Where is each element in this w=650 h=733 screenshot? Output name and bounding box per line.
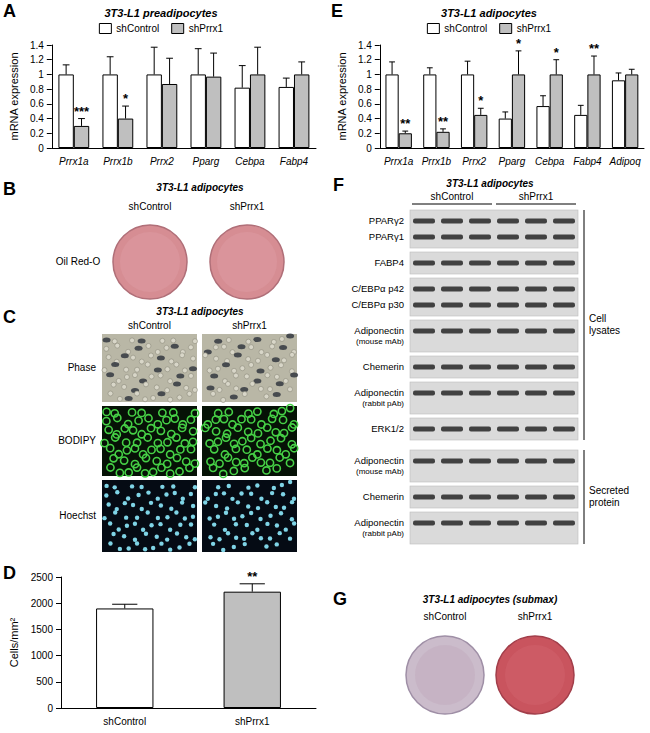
svg-text:1: 1 [366, 69, 372, 80]
svg-text:**: ** [247, 569, 258, 584]
svg-text:3T3-L1 adipocytes: 3T3-L1 adipocytes [156, 182, 244, 193]
svg-text:Secreted: Secreted [589, 485, 629, 496]
svg-text:E: E [331, 1, 343, 21]
svg-text:Adiponectin: Adiponectin [354, 387, 404, 398]
svg-text:Prrx1b: Prrx1b [422, 156, 452, 167]
svg-text:1: 1 [38, 69, 44, 80]
svg-text:shPrrx1: shPrrx1 [517, 23, 552, 34]
svg-text:*: * [123, 91, 129, 106]
svg-text:Adipoq: Adipoq [609, 156, 642, 167]
svg-text:shControl: shControl [116, 23, 159, 34]
svg-text:Fabp4: Fabp4 [573, 156, 602, 167]
svg-text:*: * [516, 36, 522, 51]
svg-text:PPARγ1: PPARγ1 [369, 231, 404, 242]
svg-text:Adiponectin: Adiponectin [354, 325, 404, 336]
svg-text:shControl: shControl [128, 320, 171, 331]
svg-text:C/EBPα p42: C/EBPα p42 [352, 283, 405, 294]
svg-text:Adiponectin: Adiponectin [354, 517, 404, 528]
svg-text:D: D [3, 563, 16, 583]
svg-text:1.2: 1.2 [30, 54, 44, 65]
svg-text:Prrx2: Prrx2 [150, 156, 174, 167]
svg-text:protein: protein [589, 497, 620, 508]
svg-text:shPrrx1: shPrrx1 [230, 201, 265, 212]
svg-text:0.4: 0.4 [358, 113, 372, 124]
svg-text:PPARγ2: PPARγ2 [369, 215, 404, 226]
svg-text:FABP4: FABP4 [374, 257, 404, 268]
svg-text:0: 0 [47, 703, 53, 714]
svg-text:0.8: 0.8 [30, 84, 44, 95]
svg-text:3T3-L1 adipocytes: 3T3-L1 adipocytes [441, 7, 537, 19]
svg-text:*: * [478, 93, 484, 108]
svg-text:**: ** [589, 41, 600, 56]
svg-text:shPrrx1: shPrrx1 [518, 611, 553, 622]
svg-text:0: 0 [38, 143, 44, 154]
svg-text:*: * [554, 45, 560, 60]
svg-text:1.4: 1.4 [358, 40, 372, 51]
svg-text:3T3-L1 preadipocytes: 3T3-L1 preadipocytes [104, 7, 217, 19]
svg-text:shControl: shControl [103, 716, 146, 727]
svg-text:mRNA expression: mRNA expression [8, 52, 20, 140]
svg-text:Oil Red-O: Oil Red-O [56, 256, 101, 267]
svg-text:A: A [3, 1, 16, 21]
svg-text:(rabbit pAb): (rabbit pAb) [362, 399, 404, 408]
svg-text:Cells/mm²: Cells/mm² [8, 617, 20, 667]
svg-text:Chemerin: Chemerin [363, 361, 404, 372]
svg-text:shPrrx1: shPrrx1 [189, 23, 224, 34]
svg-text:3T3-L1 adipocytes: 3T3-L1 adipocytes [446, 178, 534, 189]
svg-text:(mouse mAb): (mouse mAb) [356, 467, 404, 476]
svg-text:1.2: 1.2 [358, 54, 372, 65]
svg-text:Phase: Phase [68, 362, 97, 373]
svg-text:C: C [3, 307, 16, 327]
svg-text:shControl: shControl [431, 191, 474, 202]
svg-text:1500: 1500 [31, 624, 54, 635]
svg-text:C/EBPα p30: C/EBPα p30 [352, 299, 405, 310]
svg-text:0.6: 0.6 [30, 98, 44, 109]
svg-text:shPrrx1: shPrrx1 [519, 191, 554, 202]
svg-text:Pparg: Pparg [499, 156, 526, 167]
svg-text:shControl: shControl [424, 611, 467, 622]
svg-text:Cebpa: Cebpa [535, 156, 565, 167]
svg-text:500: 500 [36, 676, 53, 687]
svg-text:1000: 1000 [31, 650, 54, 661]
svg-text:Prrx2: Prrx2 [462, 156, 486, 167]
svg-text:Adiponectin: Adiponectin [354, 455, 404, 466]
svg-text:***: *** [74, 104, 90, 119]
svg-text:3T3-L1 adipocytes: 3T3-L1 adipocytes [156, 306, 244, 317]
svg-text:BODIPY: BODIPY [58, 435, 96, 446]
svg-text:F: F [333, 175, 344, 195]
svg-text:G: G [333, 589, 347, 609]
svg-text:mRNA expression: mRNA expression [336, 52, 348, 140]
svg-text:shControl: shControl [129, 201, 172, 212]
svg-text:shPrrx1: shPrrx1 [235, 716, 270, 727]
svg-text:lysates: lysates [589, 325, 620, 336]
svg-text:(rabbit pAb): (rabbit pAb) [362, 529, 404, 538]
svg-text:B: B [3, 179, 16, 199]
svg-text:0.2: 0.2 [30, 128, 44, 139]
svg-text:Prrx1a: Prrx1a [59, 156, 89, 167]
svg-text:Cell: Cell [589, 313, 606, 324]
svg-text:(mouse mAb): (mouse mAb) [356, 337, 404, 346]
svg-text:2500: 2500 [31, 572, 54, 583]
svg-text:shPrrx1: shPrrx1 [232, 320, 267, 331]
svg-text:Prrx1a: Prrx1a [384, 156, 414, 167]
svg-text:ERK1/2: ERK1/2 [371, 423, 404, 434]
svg-text:Prrx1b: Prrx1b [103, 156, 133, 167]
svg-text:Hoechst: Hoechst [59, 510, 96, 521]
svg-text:3T3-L1 adipocytes (submax): 3T3-L1 adipocytes (submax) [423, 594, 558, 605]
svg-text:shControl: shControl [444, 23, 487, 34]
svg-text:**: ** [438, 114, 449, 129]
svg-text:0.8: 0.8 [358, 84, 372, 95]
svg-text:**: ** [400, 116, 411, 131]
svg-text:Pparg: Pparg [193, 156, 220, 167]
svg-text:2000: 2000 [31, 598, 54, 609]
svg-text:1.4: 1.4 [30, 40, 44, 51]
svg-text:0.4: 0.4 [30, 113, 44, 124]
svg-text:0.6: 0.6 [358, 98, 372, 109]
svg-text:0.2: 0.2 [358, 128, 372, 139]
svg-text:Cebpa: Cebpa [235, 156, 265, 167]
svg-text:Chemerin: Chemerin [363, 491, 404, 502]
svg-text:Fabp4: Fabp4 [280, 156, 309, 167]
svg-text:0: 0 [366, 143, 372, 154]
